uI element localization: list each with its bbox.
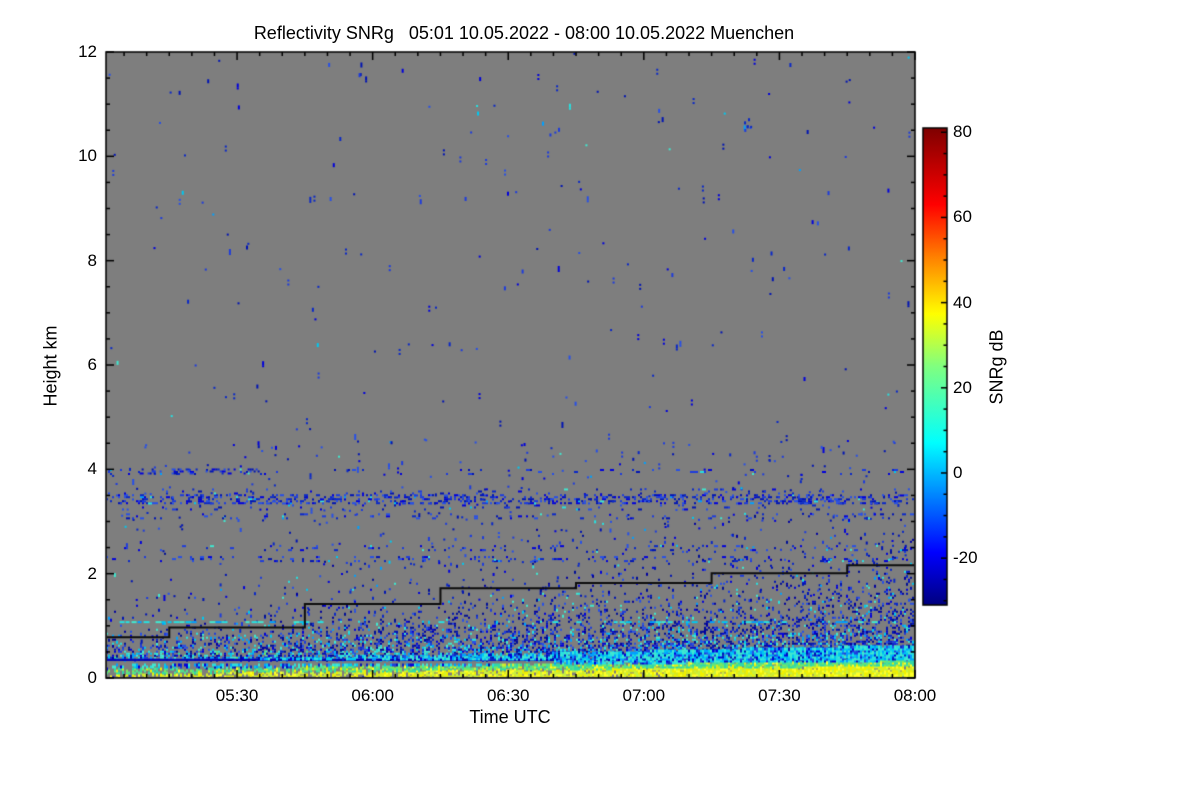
y-tick-label: 4 bbox=[87, 459, 97, 479]
y-tick-label: 10 bbox=[78, 146, 97, 166]
y-tick-label: 2 bbox=[87, 563, 97, 583]
x-tick-label: 06:30 bbox=[486, 686, 530, 705]
x-axis-label: Time UTC bbox=[469, 707, 551, 727]
x-tick-label: 06:00 bbox=[351, 686, 394, 705]
x-tick-label: 05:30 bbox=[215, 686, 259, 705]
colorbar-label: SNRg dB bbox=[986, 329, 1007, 405]
colorbar-tick-label: 0 bbox=[953, 462, 963, 482]
y-tick-label: 8 bbox=[87, 250, 97, 270]
x-tick-label: 08:00 bbox=[893, 686, 937, 705]
x-tick-label: 07:00 bbox=[622, 686, 666, 705]
y-tick-label: 12 bbox=[78, 42, 97, 61]
colorbar-tick-label: -20 bbox=[953, 548, 978, 568]
y-tick-label: 0 bbox=[87, 668, 97, 687]
x-tick-label: 07:30 bbox=[758, 686, 801, 705]
colorbar-tick-label: 20 bbox=[953, 377, 972, 397]
colorbar-tick-label: 40 bbox=[953, 292, 972, 312]
colorbar-tick-label: 80 bbox=[953, 122, 972, 142]
plot-title: Reflectivity SNRg 05:01 10.05.2022 - 08:… bbox=[253, 23, 795, 43]
colorbar-tick-label: 60 bbox=[953, 207, 972, 227]
y-tick-label: 6 bbox=[87, 355, 97, 374]
